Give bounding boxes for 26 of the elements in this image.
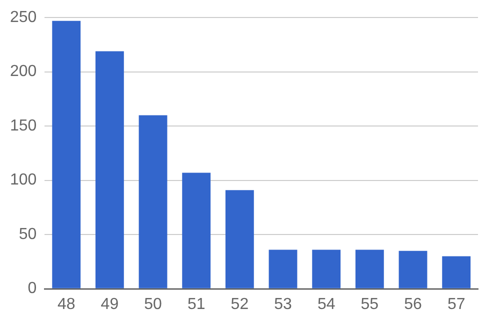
bar xyxy=(95,51,124,288)
x-tick-label: 50 xyxy=(144,296,162,313)
bar xyxy=(138,115,168,288)
bar xyxy=(398,250,428,288)
x-tick-label: 54 xyxy=(317,296,336,313)
bar xyxy=(442,256,471,288)
x-tick-label: 53 xyxy=(274,296,292,313)
y-tick-label: 50 xyxy=(18,226,37,243)
bar xyxy=(182,172,211,288)
x-tick-label: 55 xyxy=(360,296,379,313)
bar xyxy=(52,20,81,288)
y-tick-label: 100 xyxy=(10,172,37,189)
y-tick-label: 0 xyxy=(28,280,37,298)
bar xyxy=(312,250,341,288)
bar xyxy=(225,190,254,288)
y-tick-label: 150 xyxy=(10,117,37,134)
x-tick-label: 57 xyxy=(447,296,466,313)
y-tick-label: 250 xyxy=(10,9,37,26)
bar xyxy=(268,250,298,288)
x-tick-label: 48 xyxy=(57,296,76,313)
x-tick-label: 52 xyxy=(230,296,249,313)
y-tick-label: 200 xyxy=(10,63,37,80)
x-tick-label: 49 xyxy=(100,296,119,313)
x-tick-label: 56 xyxy=(404,296,422,313)
bar xyxy=(355,250,384,288)
x-tick-label: 51 xyxy=(187,296,206,313)
